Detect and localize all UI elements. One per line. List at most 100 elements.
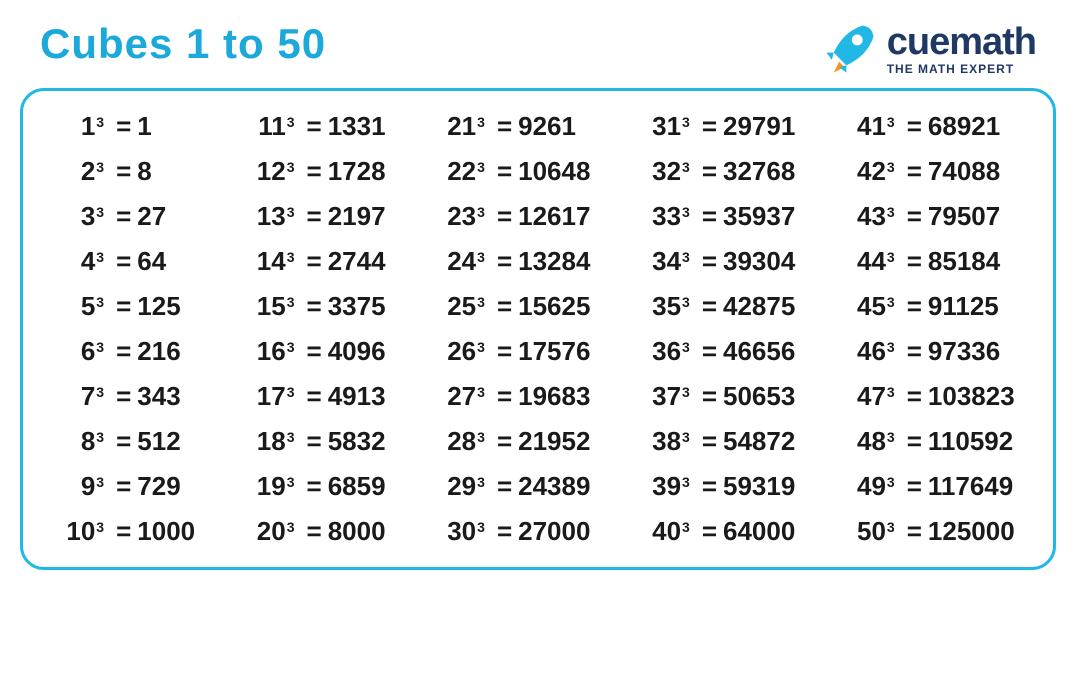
cube-base: 8	[61, 426, 95, 457]
cube-exponent: 3	[887, 294, 895, 310]
cube-base: 50	[852, 516, 886, 547]
cube-exponent: 3	[477, 249, 485, 265]
cube-base: 1	[61, 111, 95, 142]
cube-value: 8000	[328, 516, 386, 547]
cube-value: 24389	[518, 471, 590, 502]
equals-sign: =	[116, 111, 131, 142]
equals-sign: =	[116, 156, 131, 187]
cube-entry: 33=27	[61, 201, 195, 232]
cube-value: 4913	[328, 381, 386, 412]
cube-base: 20	[252, 516, 286, 547]
cube-base: 22	[442, 156, 476, 187]
equals-sign: =	[907, 156, 922, 187]
cube-value: 8	[137, 156, 151, 187]
cube-entry: 233=12617	[442, 201, 590, 232]
cube-value: 5832	[328, 426, 386, 457]
cube-exponent: 3	[682, 474, 690, 490]
cube-entry: 463=97336	[852, 336, 1015, 367]
cube-value: 12617	[518, 201, 590, 232]
cube-value: 6859	[328, 471, 386, 502]
cube-value: 343	[137, 381, 180, 412]
cube-entry: 483=110592	[852, 426, 1015, 457]
cube-entry: 103=1000	[61, 516, 195, 547]
cube-value: 216	[137, 336, 180, 367]
equals-sign: =	[307, 381, 322, 412]
equals-sign: =	[907, 246, 922, 277]
cube-entry: 23=8	[61, 156, 195, 187]
cube-value: 35937	[723, 201, 795, 232]
cube-value: 74088	[928, 156, 1000, 187]
page-title: Cubes 1 to 50	[40, 20, 326, 68]
cube-base: 4	[61, 246, 95, 277]
cube-base: 32	[647, 156, 681, 187]
equals-sign: =	[702, 201, 717, 232]
cube-base: 5	[61, 291, 95, 322]
cube-base: 34	[647, 246, 681, 277]
cube-entry: 113=1331	[252, 111, 386, 142]
cube-exponent: 3	[887, 159, 895, 175]
cube-entry: 163=4096	[252, 336, 386, 367]
equals-sign: =	[907, 336, 922, 367]
cube-base: 43	[852, 201, 886, 232]
cube-base: 28	[442, 426, 476, 457]
cube-value: 21952	[518, 426, 590, 457]
cube-base: 9	[61, 471, 95, 502]
cube-entry: 283=21952	[442, 426, 590, 457]
cube-base: 2	[61, 156, 95, 187]
cube-base: 45	[852, 291, 886, 322]
cube-entry: 293=24389	[442, 471, 590, 502]
cube-base: 25	[442, 291, 476, 322]
cube-base: 49	[852, 471, 886, 502]
equals-sign: =	[307, 156, 322, 187]
equals-sign: =	[907, 111, 922, 142]
cube-entry: 323=32768	[647, 156, 795, 187]
equals-sign: =	[307, 246, 322, 277]
cube-value: 3375	[328, 291, 386, 322]
cube-value: 4096	[328, 336, 386, 367]
cube-entry: 153=3375	[252, 291, 386, 322]
equals-sign: =	[497, 156, 512, 187]
cube-base: 21	[442, 111, 476, 142]
cube-entry: 503=125000	[852, 516, 1015, 547]
cube-exponent: 3	[287, 294, 295, 310]
cube-exponent: 3	[96, 384, 104, 400]
cube-base: 40	[647, 516, 681, 547]
cubes-column: 113=1331123=1728133=2197143=2744153=3375…	[252, 111, 386, 547]
cube-value: 46656	[723, 336, 795, 367]
cube-exponent: 3	[96, 294, 104, 310]
cube-entry: 203=8000	[252, 516, 386, 547]
cube-entry: 403=64000	[647, 516, 795, 547]
cube-exponent: 3	[682, 339, 690, 355]
equals-sign: =	[116, 336, 131, 367]
equals-sign: =	[307, 516, 322, 547]
cube-value: 512	[137, 426, 180, 457]
cube-exponent: 3	[287, 159, 295, 175]
cubes-column: 313=29791323=32768333=35937343=39304353=…	[647, 111, 795, 547]
cubes-column: 413=68921423=74088433=79507443=85184453=…	[852, 111, 1015, 547]
cube-entry: 63=216	[61, 336, 195, 367]
cube-base: 48	[852, 426, 886, 457]
equals-sign: =	[116, 201, 131, 232]
cube-exponent: 3	[477, 429, 485, 445]
cube-entry: 373=50653	[647, 381, 795, 412]
cube-exponent: 3	[96, 249, 104, 265]
cube-entry: 83=512	[61, 426, 195, 457]
cube-base: 29	[442, 471, 476, 502]
rocket-fin1	[826, 53, 833, 60]
cube-entry: 303=27000	[442, 516, 590, 547]
cube-exponent: 3	[682, 294, 690, 310]
cube-value: 2197	[328, 201, 386, 232]
cube-value: 125000	[928, 516, 1015, 547]
cube-value: 103823	[928, 381, 1015, 412]
cube-base: 10	[61, 516, 95, 547]
cube-value: 1000	[137, 516, 195, 547]
cube-entry: 243=13284	[442, 246, 590, 277]
cube-exponent: 3	[287, 384, 295, 400]
equals-sign: =	[307, 201, 322, 232]
cube-value: 1	[137, 111, 151, 142]
rocket-body	[833, 25, 873, 65]
cube-base: 18	[252, 426, 286, 457]
cube-exponent: 3	[287, 249, 295, 265]
cube-base: 14	[252, 246, 286, 277]
cube-value: 68921	[928, 111, 1000, 142]
